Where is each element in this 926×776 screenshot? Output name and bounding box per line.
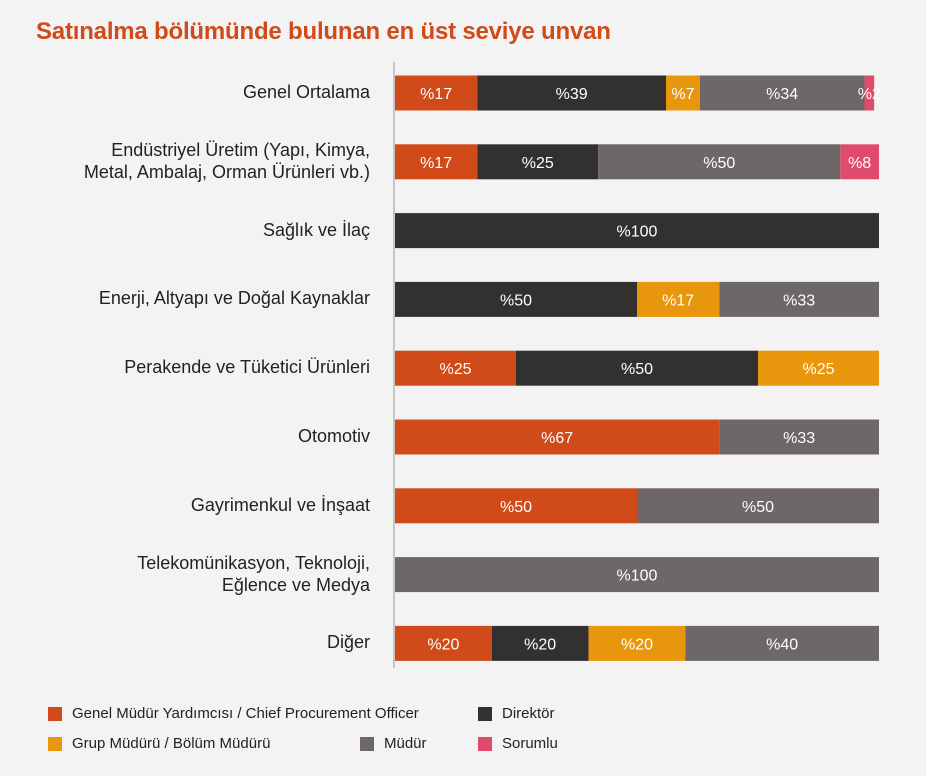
data-label: %20	[621, 636, 653, 653]
bar-segment	[395, 488, 637, 524]
bar-segment	[477, 75, 667, 111]
category-label: Sağlık ve İlaç	[30, 219, 370, 241]
category-label: Genel Ortalama	[30, 81, 370, 103]
data-label: %34	[766, 86, 798, 103]
bar-segment	[395, 625, 492, 661]
bar-segment	[395, 350, 516, 386]
data-label: %17	[662, 292, 694, 309]
bar-segment	[637, 488, 879, 524]
legend-swatch	[48, 706, 62, 721]
legend-item: Müdür	[360, 735, 427, 752]
bar-segment	[395, 213, 879, 249]
data-label: %50	[742, 499, 774, 516]
legend-swatch	[478, 706, 492, 721]
data-label: %33	[783, 292, 815, 309]
legend-label: Genel Müdür Yardımcısı / Chief Procureme…	[72, 705, 419, 722]
bar-segment	[516, 350, 758, 386]
data-label: %8	[848, 155, 871, 172]
data-label: %20	[524, 636, 556, 653]
data-label: %17	[420, 86, 452, 103]
data-label: %50	[703, 155, 735, 172]
bar-segment	[395, 419, 720, 455]
bar-segment	[395, 281, 637, 317]
data-label: %50	[500, 292, 532, 309]
bar-segment	[840, 144, 879, 180]
data-label: %50	[621, 361, 653, 378]
bar-segment	[699, 75, 865, 111]
legend-item: Genel Müdür Yardımcısı / Chief Procureme…	[48, 705, 419, 722]
category-label-line: Gayrimenkul ve İnşaat	[190, 494, 370, 515]
bar-segment	[588, 625, 686, 661]
category-label-line: Genel Ortalama	[242, 82, 370, 102]
bar-segment	[395, 144, 478, 180]
bar-segment	[864, 75, 875, 111]
bar-segment	[491, 625, 589, 661]
data-label: %7	[671, 86, 694, 103]
legend-label: Müdür	[384, 735, 427, 752]
data-label: %25	[802, 361, 834, 378]
category-label-line: Metal, Ambalaj, Orman Ürünleri vb.)	[83, 161, 370, 182]
bar-segment	[758, 350, 879, 386]
category-label-line: Enerji, Altyapı ve Doğal Kaynaklar	[98, 288, 370, 309]
data-label: %25	[439, 361, 471, 378]
legend-swatch	[360, 736, 374, 751]
legend-item: Sorumlu	[478, 735, 558, 752]
data-label: %17	[420, 155, 452, 172]
data-label: %100	[617, 568, 658, 585]
data-label: %40	[766, 636, 798, 653]
bar-segment	[637, 281, 720, 317]
bar-segment	[395, 75, 478, 111]
bar-segment	[666, 75, 700, 111]
legend-swatch	[48, 736, 62, 751]
category-label: Telekomünikasyon, Teknoloji, Eğlence ve M…	[30, 552, 370, 596]
data-label: %33	[783, 430, 815, 447]
category-label-line: Telekomünikasyon, Teknoloji,	[137, 552, 370, 573]
category-label-line: Perakende ve Tüketici Ürünleri	[124, 357, 370, 378]
category-label: Otomotiv	[30, 425, 370, 447]
chart-title: Satınalma bölümünde bulunan en üst seviy…	[36, 18, 611, 45]
legend-item: Grup Müdürü / Bölüm Müdürü	[48, 735, 270, 752]
legend-swatch	[478, 736, 492, 751]
category-label-line: Otomotiv	[297, 426, 370, 446]
category-label: Gayrimenkul ve İnşaat	[30, 494, 370, 516]
bar-segment	[685, 625, 879, 661]
legend-label: Grup Müdürü / Bölüm Müdürü	[72, 735, 271, 752]
bar-segment	[598, 144, 841, 180]
category-label-line: Endüstriyel Üretim (Yapı, Kimya,	[111, 139, 370, 160]
data-label: %100	[617, 224, 658, 241]
data-label: %67	[541, 430, 573, 447]
category-label-line: Diğer	[326, 632, 370, 653]
legend-item: Direktör	[478, 705, 555, 722]
category-label: Perakende ve Tüketici Ürünleri	[30, 356, 370, 378]
data-label: %2	[858, 86, 881, 103]
data-label: %20	[427, 636, 459, 653]
category-label: Enerji, Altyapı ve Doğal Kaynaklar	[30, 287, 370, 309]
data-label: %39	[556, 86, 588, 103]
data-label: %50	[500, 499, 532, 516]
legend-label: Sorumlu	[502, 735, 558, 752]
bar-segment	[395, 557, 879, 593]
bar-segment	[719, 281, 879, 317]
category-label-line: Sağlık ve İlaç	[262, 219, 370, 240]
bar-segment	[477, 144, 599, 180]
category-label: Endüstriyel Üretim (Yapı, Kimya, Metal, A…	[30, 139, 370, 183]
category-label: Diğer	[30, 631, 370, 653]
category-label-line: Eğlence ve Medya	[221, 574, 370, 595]
data-label: %25	[522, 155, 554, 172]
bar-segment	[719, 419, 879, 455]
legend-label: Direktör	[502, 705, 555, 722]
